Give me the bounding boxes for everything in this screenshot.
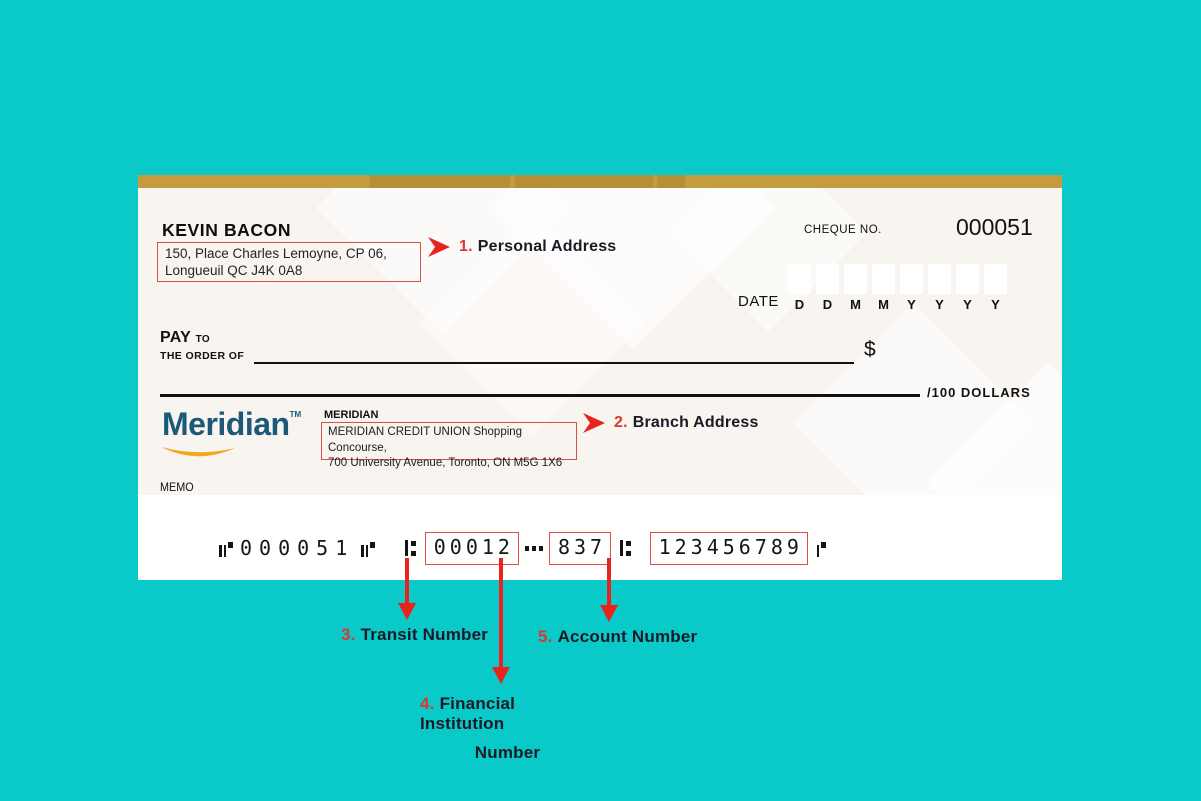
date-box	[956, 264, 979, 294]
date-letter: D	[794, 297, 805, 312]
annotation-number: 4.	[420, 694, 435, 713]
transit-number-highlight-box: 00012	[424, 531, 519, 565]
date-box	[928, 264, 951, 294]
gold-bar-segment	[657, 175, 685, 188]
annotation-text: 1. Personal Address	[459, 238, 616, 256]
annotation-line1: 4. Financial Institution	[420, 694, 595, 734]
personal-address-highlight-box: 150, Place Charles Lemoyne, CP 06, Longu…	[157, 242, 421, 282]
micr-transit-symbol	[620, 540, 631, 556]
red-chevron-arrow-icon	[583, 413, 605, 433]
date-cell: D	[816, 264, 839, 312]
annotation-line2: Number	[474, 743, 541, 762]
down-arrow-account	[607, 558, 611, 606]
pay-label: PAY	[160, 329, 192, 346]
annotation-transit-number: 3. Transit Number	[341, 625, 488, 645]
date-field: D D M M Y Y Y Y	[788, 264, 1007, 312]
date-cell: Y	[956, 264, 979, 312]
annotation-text: 2. Branch Address	[614, 414, 759, 432]
order-of-label: THE ORDER OF	[160, 350, 245, 362]
annotation-personal-address: 1. Personal Address	[428, 237, 616, 257]
date-letter: Y	[991, 297, 1000, 312]
down-arrow-head-institution	[492, 667, 510, 684]
branch-address-line1: MERIDIAN CREDIT UNION Shopping Concourse…	[328, 426, 523, 454]
gold-bar-segment	[515, 175, 653, 188]
date-box	[872, 264, 895, 294]
branch-address-highlight-box: MERIDIAN CREDIT UNION Shopping Concourse…	[321, 422, 577, 469]
micr-cheque-number: 000051	[240, 536, 355, 560]
micr-institution-number: 837	[557, 534, 607, 559]
micr-transit-symbol	[405, 540, 416, 556]
institution-number-highlight-box: 837	[548, 531, 612, 565]
date-box	[788, 264, 811, 294]
to-label: TO	[195, 334, 210, 345]
micr-onus-symbol	[816, 540, 827, 557]
micr-onus-symbol	[219, 540, 233, 557]
annotation-account-number: 5. Account Number	[538, 627, 697, 647]
annotation-institution-number: 4. Financial Institution Number	[420, 694, 595, 763]
date-cell: Y	[984, 264, 1007, 312]
annotation-number: 1.	[459, 238, 473, 255]
cheque-body: KEVIN BACON 150, Place Charles Lemoyne, …	[138, 188, 1062, 495]
annotation-branch-address: 2. Branch Address	[583, 413, 759, 433]
cents-dollars-label: /100 DOLLARS	[927, 385, 1031, 400]
personal-address-line1: 150, Place Charles Lemoyne, CP 06,	[165, 246, 387, 261]
date-letter: M	[878, 297, 889, 312]
annotation-label: Branch Address	[632, 414, 759, 431]
personal-address-line2: Longueuil QC J4K 0A8	[165, 263, 303, 278]
annotation-number: 3.	[341, 625, 356, 644]
meridian-logo-text: Meridian	[162, 406, 290, 442]
pay-to-label: PAY TO	[160, 329, 210, 347]
date-label: DATE	[738, 293, 779, 310]
meridian-logo-smile-arc	[161, 447, 235, 457]
micr-dash-symbol	[524, 545, 543, 551]
date-cell: Y	[900, 264, 923, 312]
annotation-number: 5.	[538, 627, 553, 646]
date-cell: Y	[928, 264, 951, 312]
payee-line	[254, 362, 854, 364]
branch-name: MERIDIAN	[324, 409, 379, 421]
date-box	[816, 264, 839, 294]
date-letter: Y	[935, 297, 944, 312]
date-letter: D	[822, 297, 833, 312]
date-box	[900, 264, 923, 294]
micr-transit-number: 00012	[433, 534, 514, 559]
date-cell: M	[872, 264, 895, 312]
amount-line	[160, 394, 920, 397]
annotation-label: Personal Address	[477, 238, 617, 255]
down-arrow-head-account	[600, 605, 618, 622]
dollar-sign: $	[864, 338, 876, 361]
date-box	[844, 264, 867, 294]
micr-account-number: 123456789	[658, 534, 803, 559]
meridian-logo: MeridianTM	[162, 406, 301, 443]
annotation-label: Financial Institution	[420, 694, 516, 733]
gold-bar-segment	[370, 175, 510, 188]
trademark-symbol: TM	[289, 410, 302, 419]
annotation-label: Transit Number	[360, 625, 489, 644]
red-chevron-arrow-icon	[428, 237, 450, 257]
date-letter: Y	[907, 297, 916, 312]
cheque: KEVIN BACON 150, Place Charles Lemoyne, …	[138, 175, 1062, 580]
cheque-top-border	[138, 175, 1062, 188]
cheque-number-label: CHEQUE NO.	[804, 224, 882, 236]
down-arrow-transit	[405, 558, 409, 604]
micr-band: 000051 00012 837 123456789	[138, 495, 1062, 580]
date-letter: M	[850, 297, 861, 312]
payor-name: KEVIN BACON	[162, 220, 292, 240]
annotation-label: Account Number	[557, 627, 698, 646]
down-arrow-head-transit	[398, 603, 416, 620]
down-arrow-institution	[499, 558, 503, 668]
memo-label: MEMO	[160, 480, 194, 494]
branch-address-line2: 700 University Avenue, Toronto, ON M5G 1…	[328, 457, 563, 469]
cheque-number-value: 000051	[956, 214, 1033, 240]
date-letter: Y	[963, 297, 972, 312]
annotation-number: 2.	[614, 414, 628, 431]
account-number-highlight-box: 123456789	[649, 531, 808, 565]
date-cell: M	[844, 264, 867, 312]
micr-onus-symbol	[361, 540, 376, 557]
date-box	[984, 264, 1007, 294]
date-cell: D	[788, 264, 811, 312]
micr-line: 000051 00012 837 123456789	[212, 531, 833, 565]
